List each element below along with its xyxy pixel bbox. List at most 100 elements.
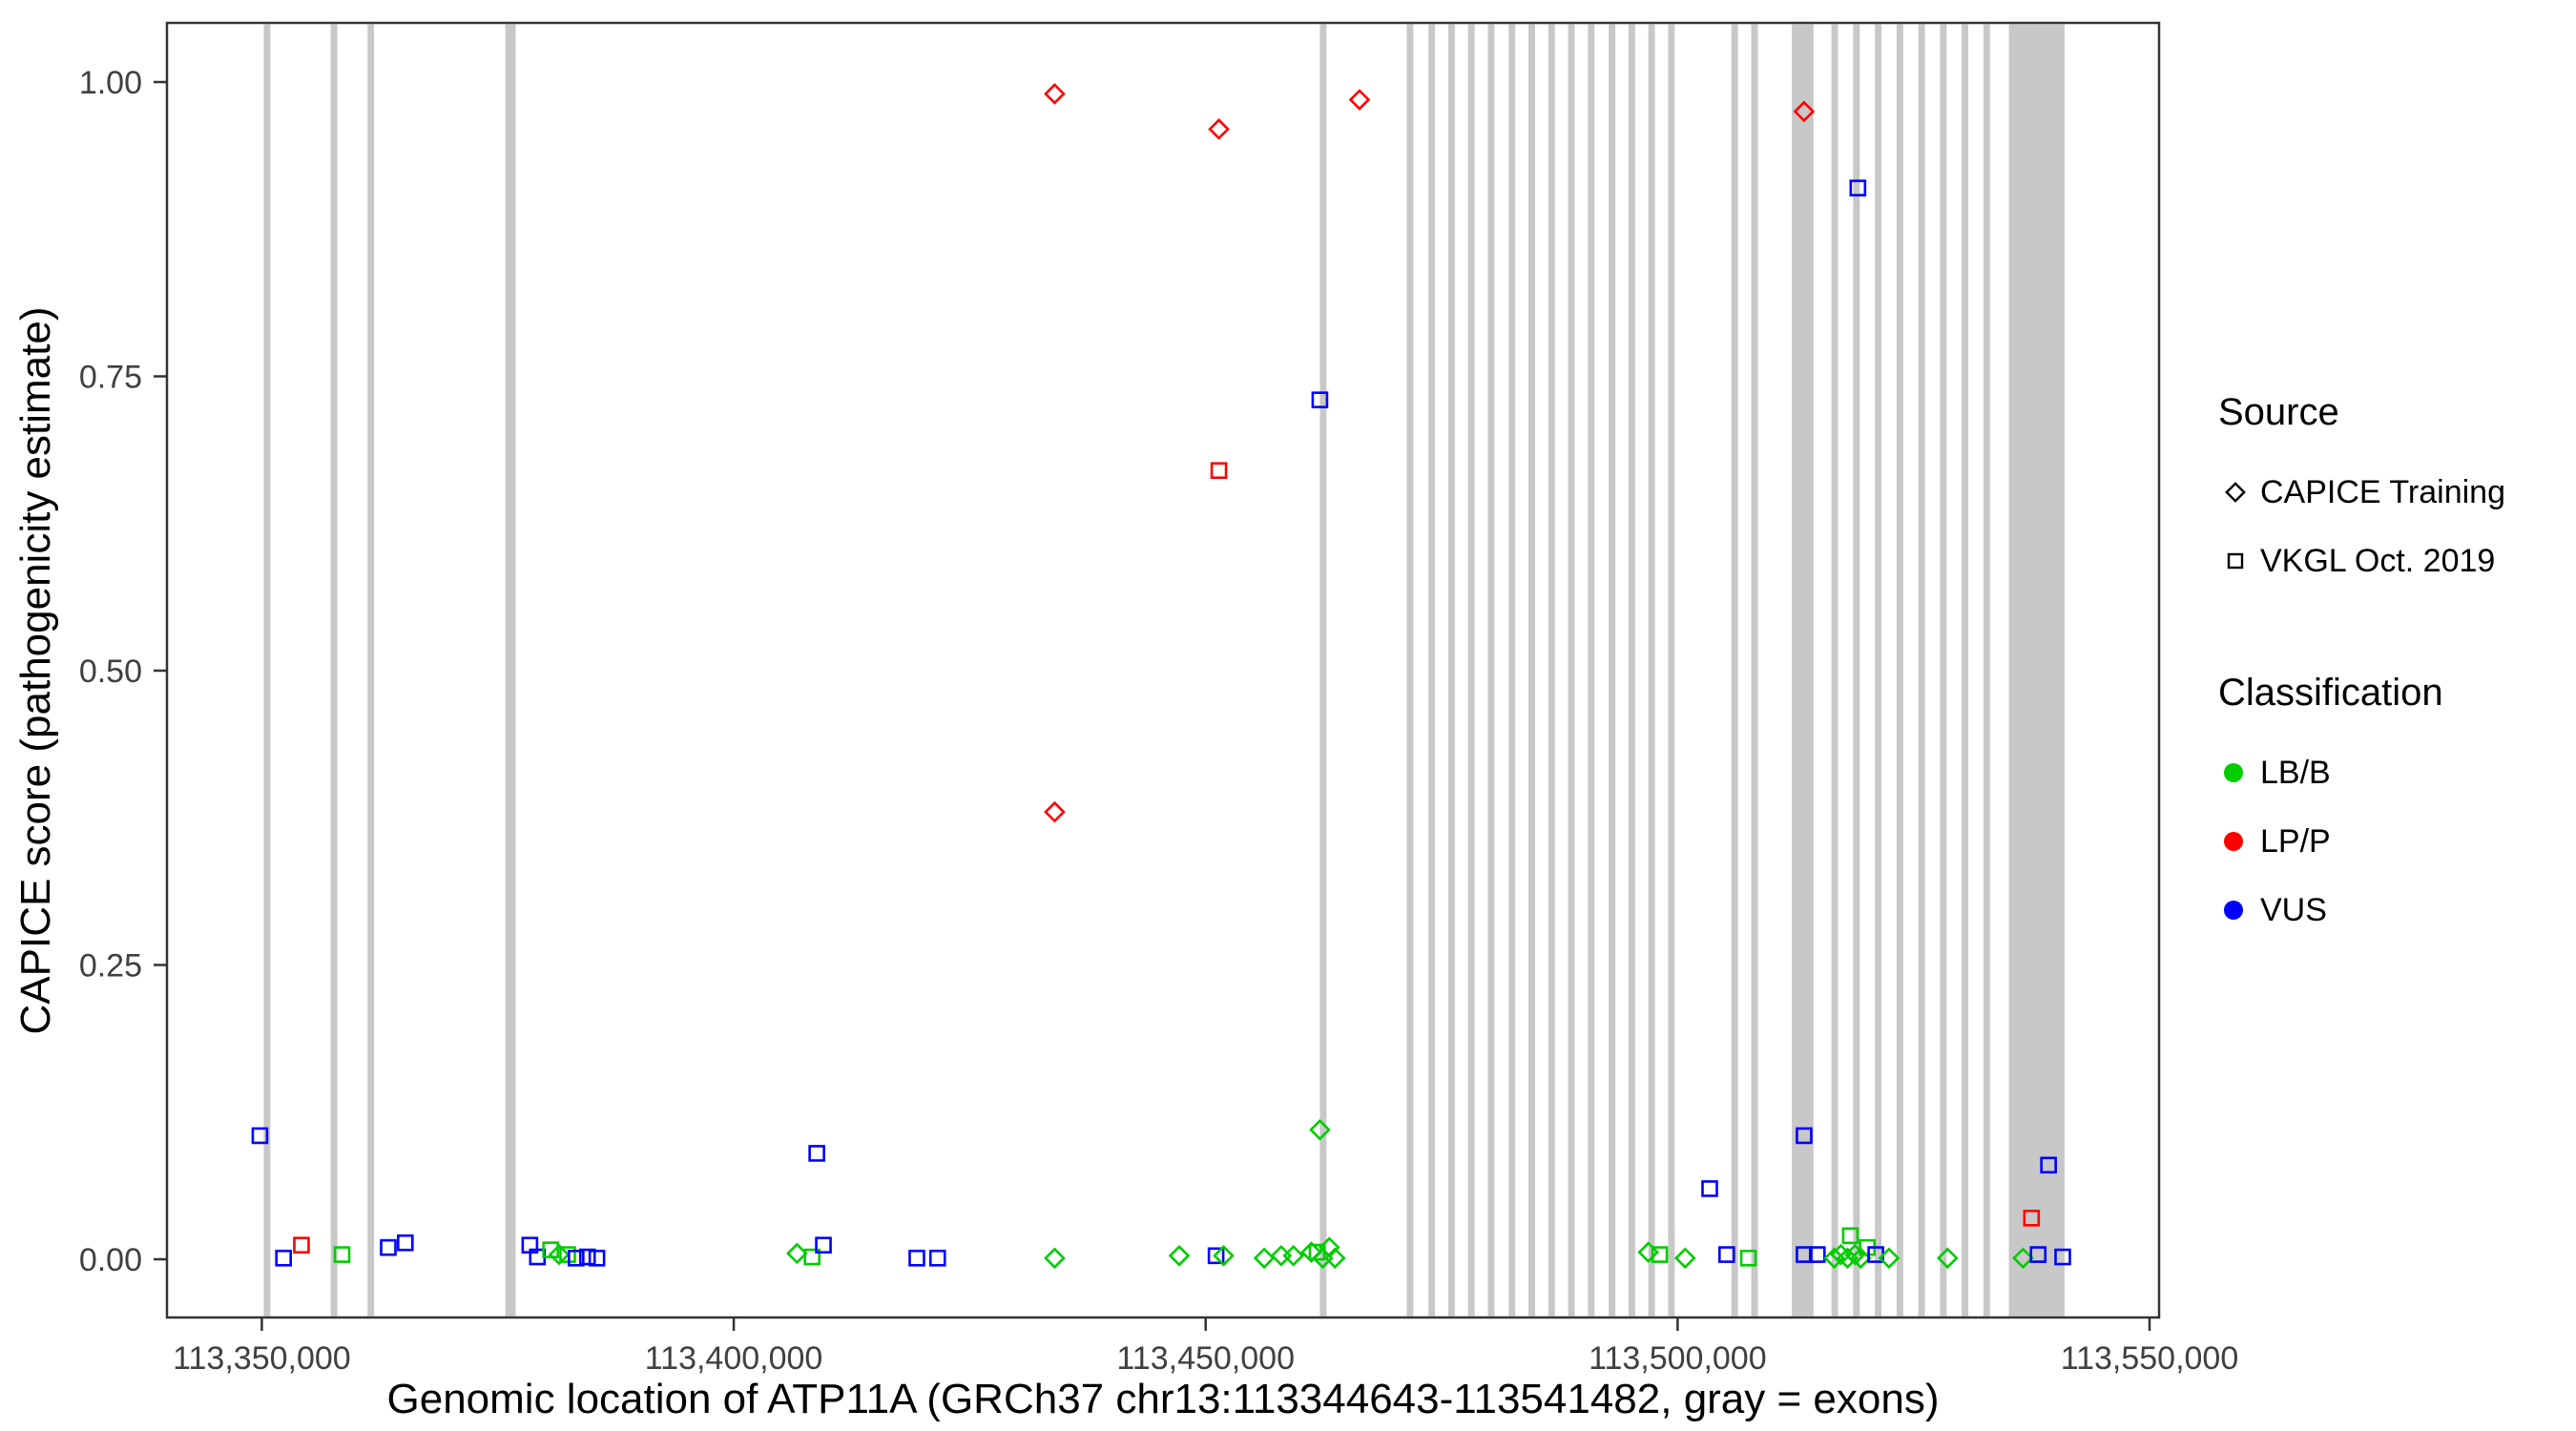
data-point-square bbox=[815, 1236, 832, 1254]
x-tick-label: 113,400,000 bbox=[645, 1340, 823, 1377]
data-point-diamond bbox=[1270, 1244, 1293, 1267]
exon-bar bbox=[1428, 24, 1436, 1317]
x-tick-label: 113,450,000 bbox=[1116, 1340, 1295, 1377]
legend-label-lpp: LP/P bbox=[2260, 822, 2331, 860]
data-point-square bbox=[1849, 179, 1867, 197]
exon-bar bbox=[1447, 24, 1455, 1317]
data-point-diamond bbox=[1044, 83, 1066, 105]
x-tick-label: 113,550,000 bbox=[2061, 1340, 2239, 1377]
x-tick-label: 113,350,000 bbox=[173, 1340, 351, 1377]
y-tick-label: 0.75 bbox=[79, 360, 142, 396]
data-point-square bbox=[251, 1127, 269, 1145]
exon-bar bbox=[1528, 24, 1535, 1317]
data-point-square bbox=[380, 1238, 397, 1256]
plot-panel-border bbox=[165, 21, 2161, 1319]
exon-bar bbox=[1548, 24, 1555, 1317]
legend-label-vkgl: VKGL Oct. 2019 bbox=[2260, 542, 2496, 579]
exon-bar bbox=[1487, 24, 1495, 1317]
data-point-diamond bbox=[1253, 1247, 1276, 1270]
data-point-diamond bbox=[548, 1243, 571, 1266]
data-point-square bbox=[568, 1249, 585, 1267]
data-point-diamond bbox=[1318, 1236, 1340, 1258]
data-point-square bbox=[808, 1145, 825, 1162]
data-point-diamond bbox=[1936, 1247, 1959, 1270]
exon-bar bbox=[1983, 24, 1990, 1317]
data-point-square bbox=[396, 1234, 414, 1252]
legend-item-lpp: LP/P bbox=[2218, 807, 2571, 876]
data-point-square bbox=[542, 1241, 559, 1258]
legend-item-capice-training: CAPICE Training bbox=[2218, 458, 2571, 527]
data-point-diamond bbox=[1213, 1244, 1235, 1267]
data-point-square bbox=[1207, 1247, 1225, 1265]
blue-dot-icon bbox=[2218, 891, 2260, 929]
data-point-square bbox=[1311, 391, 1329, 408]
exon-bar bbox=[1668, 24, 1675, 1317]
exon-bar bbox=[1962, 24, 1969, 1317]
x-axis: 113,350,000 113,400,000 113,450,000 113,500… bbox=[173, 1317, 2238, 1377]
exon-bar bbox=[367, 24, 375, 1317]
data-point-diamond bbox=[1348, 89, 1371, 111]
data-point-square bbox=[1651, 1246, 1669, 1263]
data-point-diamond bbox=[1793, 100, 1816, 123]
exon-bar bbox=[1568, 24, 1575, 1317]
legend-item-vkgl: VKGL Oct. 2019 bbox=[2218, 527, 2571, 595]
exon-bar bbox=[1875, 24, 1882, 1317]
data-point-square bbox=[803, 1248, 821, 1266]
data-point-square bbox=[1739, 1249, 1757, 1267]
data-points bbox=[251, 83, 2071, 1270]
exon-bar bbox=[1731, 24, 1738, 1317]
legend-label-vus: VUS bbox=[2260, 891, 2327, 928]
data-point-diamond bbox=[1208, 118, 1230, 140]
legend-label-lbb: LB/B bbox=[2260, 754, 2331, 791]
diamond-key-icon bbox=[2218, 473, 2260, 511]
data-point-diamond bbox=[1323, 1247, 1346, 1270]
y-tick-label: 0.25 bbox=[79, 948, 142, 985]
data-point-diamond bbox=[786, 1242, 808, 1265]
data-point-diamond bbox=[1044, 1247, 1066, 1270]
y-axis-title: CAPICE score (pathogenicity estimate) bbox=[12, 307, 59, 1035]
red-dot-icon bbox=[2218, 822, 2260, 861]
data-point-diamond bbox=[1309, 1118, 1331, 1141]
legend-item-vus: VUS bbox=[2218, 876, 2571, 944]
exon-bar bbox=[1853, 24, 1860, 1317]
data-point-square bbox=[588, 1249, 606, 1267]
data-point-square bbox=[2054, 1248, 2071, 1266]
data-point-square bbox=[1808, 1246, 1826, 1263]
data-point-square bbox=[1796, 1127, 1813, 1145]
data-point-diamond bbox=[1837, 1247, 1859, 1270]
y-tick-label: 1.00 bbox=[79, 65, 142, 101]
legend-item-lbb: LB/B bbox=[2218, 738, 2571, 807]
exon-bar bbox=[1648, 24, 1655, 1317]
green-dot-icon bbox=[2218, 754, 2260, 792]
exon-bar bbox=[1406, 24, 1414, 1317]
y-tick-label: 0.50 bbox=[79, 653, 142, 690]
square-key-icon bbox=[2218, 542, 2260, 580]
data-point-square bbox=[293, 1236, 310, 1254]
data-point-diamond bbox=[1282, 1244, 1305, 1267]
exon-bar bbox=[1467, 24, 1475, 1317]
exon-bar bbox=[1628, 24, 1635, 1317]
y-tick-label: 0.00 bbox=[79, 1242, 142, 1278]
legend-spacer bbox=[2218, 595, 2571, 670]
exon-bar bbox=[1319, 24, 1327, 1317]
data-point-square bbox=[1210, 462, 1228, 480]
data-point-diamond bbox=[1044, 800, 1066, 823]
data-point-square bbox=[928, 1249, 946, 1267]
exon-bar bbox=[1792, 24, 1814, 1317]
x-axis-title: Genomic location of ATP11A (GRCh37 chr13… bbox=[387, 1376, 1940, 1422]
data-point-square bbox=[908, 1249, 925, 1267]
exon-bar bbox=[1918, 24, 1925, 1317]
exon-bar bbox=[1609, 24, 1616, 1317]
exon-bar bbox=[263, 24, 271, 1317]
data-point-square bbox=[559, 1246, 576, 1263]
exon-bar bbox=[1508, 24, 1516, 1317]
exon-bar bbox=[1831, 24, 1839, 1317]
data-point-diamond bbox=[1168, 1244, 1191, 1267]
x-tick-label: 113,500,000 bbox=[1589, 1340, 1767, 1377]
exon-bars bbox=[263, 24, 2065, 1317]
legend: Source CAPICE Training VKGL Oct. 2019 Cl… bbox=[2218, 389, 2571, 944]
exon-bar bbox=[1588, 24, 1595, 1317]
data-point-square bbox=[2040, 1156, 2057, 1174]
